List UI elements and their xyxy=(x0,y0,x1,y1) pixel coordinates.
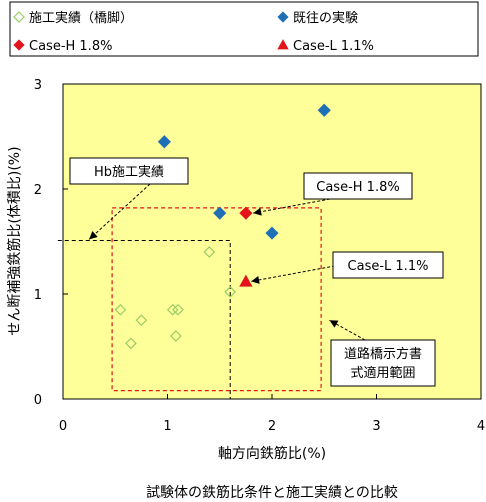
y-tick-label: 1 xyxy=(34,288,42,303)
callout-leader xyxy=(251,264,341,282)
callout-leader xyxy=(329,319,366,341)
data-point xyxy=(203,246,216,258)
callout-box xyxy=(332,251,444,279)
callout-label: Case-H 1.8% xyxy=(316,180,399,195)
y-tick-label: 3 xyxy=(34,78,42,93)
legend-marker xyxy=(13,11,25,23)
data-point xyxy=(317,103,331,117)
callout-leader xyxy=(88,183,151,240)
callout-box xyxy=(303,172,413,200)
data-point xyxy=(239,274,253,287)
callout-label: Case-L 1.1% xyxy=(348,259,429,274)
legend: 施工実績（橋脚） 既往の実験 Case-H 1.8% Case-L 1.1% xyxy=(9,1,479,57)
legend-label: 施工実績（橋脚） xyxy=(29,10,133,26)
data-point xyxy=(170,330,182,342)
data-point xyxy=(224,286,237,298)
legend-box xyxy=(9,1,479,57)
x-tick-label: 2 xyxy=(268,419,276,434)
legend-label: 既往の実験 xyxy=(293,10,358,26)
legend-marker xyxy=(277,39,289,50)
data-point xyxy=(172,303,184,316)
callout-leader xyxy=(253,198,331,214)
legend-marker xyxy=(13,39,25,51)
x-tick-label: 1 xyxy=(163,419,171,434)
callout-label: 道路橋示方書 xyxy=(344,346,422,362)
callout-box xyxy=(69,157,189,185)
data-point xyxy=(114,303,127,316)
legend-marker xyxy=(277,11,289,23)
callout-arrowhead xyxy=(253,207,262,216)
callout-box xyxy=(330,339,436,387)
legend-label: Case-L 1.1% xyxy=(293,39,374,54)
x-tick-label: 0 xyxy=(59,419,67,434)
x-tick-label: 4 xyxy=(477,419,485,434)
data-point xyxy=(157,135,171,149)
data-point xyxy=(265,226,279,240)
y-tick-label: 0 xyxy=(34,393,42,408)
data-point xyxy=(239,206,253,220)
y-tick-label: 2 xyxy=(34,183,42,198)
callout-label: Hb施工実績 xyxy=(94,164,164,180)
x-axis-label: 軸方向鉄筋比(%) xyxy=(218,445,326,462)
callout-arrowhead xyxy=(89,231,98,240)
x-tick-label: 3 xyxy=(372,419,380,434)
region-black-dashed xyxy=(57,239,231,399)
data-point xyxy=(135,314,148,327)
callout-arrowhead xyxy=(329,320,339,328)
legend-label: Case-H 1.8% xyxy=(29,39,112,54)
chart-caption: 試験体の鉄筋比条件と施工実績との比較 xyxy=(146,484,398,501)
data-point xyxy=(166,303,179,316)
data-point xyxy=(213,206,227,220)
y-axis-label: せん断補強鉄筋比(体積比)(%) xyxy=(6,146,23,335)
callout-arrowhead xyxy=(251,276,260,284)
callout-label: 式適用範囲 xyxy=(350,365,415,381)
data-point xyxy=(125,337,137,350)
